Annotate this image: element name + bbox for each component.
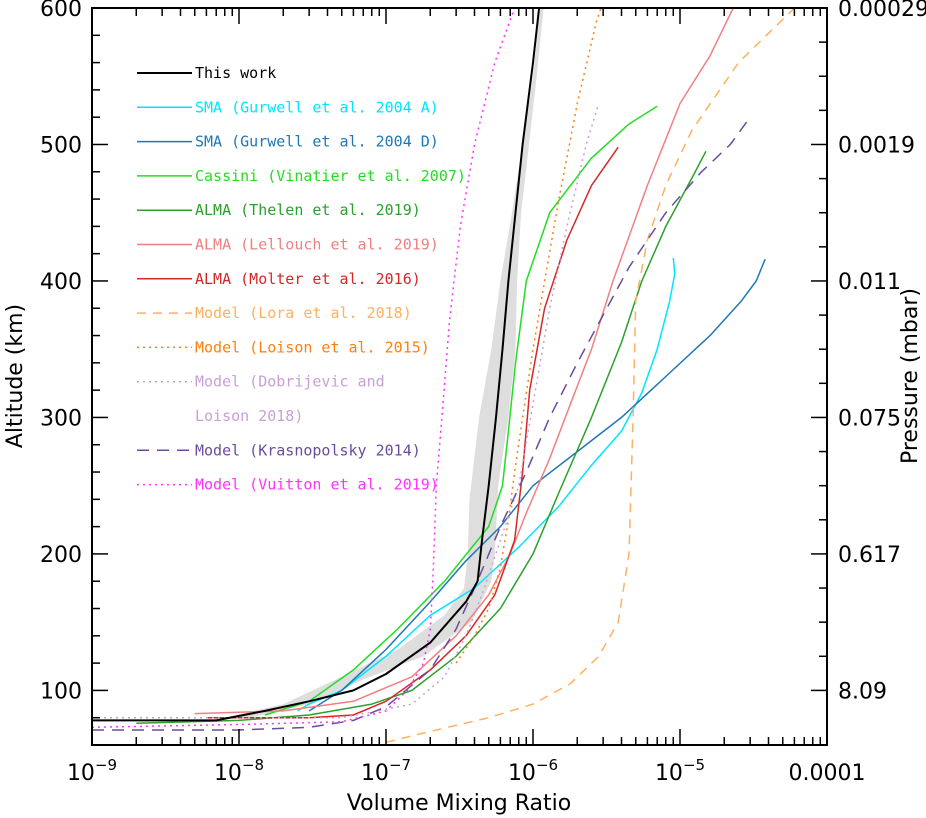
- y2-tick-label: 8.09: [838, 679, 887, 704]
- legend-label-0: This work: [195, 64, 276, 82]
- series-line-6: [206, 146, 619, 719]
- y-tick-label: 100: [40, 679, 82, 704]
- series-line-2: [308, 258, 766, 712]
- tick-layer: 10−9 10−8 10−7 10−6 10−5 0.0001 100 200 300 400 50…: [40, 0, 926, 786]
- x-tick-label: 10−5: [655, 756, 705, 786]
- y-tick-label: 600: [40, 0, 82, 22]
- x-axis-title: Volume Mixing Ratio: [347, 791, 571, 816]
- x-tick-label: 10−9: [67, 756, 117, 786]
- legend-label-4: ALMA (Thelen et al. 2019): [195, 201, 421, 219]
- series-line-5: [194, 8, 734, 715]
- y-tick-label: 400: [40, 270, 82, 295]
- legend-label-3: Cassini (Vinatier et al. 2007): [195, 167, 466, 185]
- series-line-4: [136, 150, 707, 724]
- legend-label-11: Model (Vuitton et al. 2019): [195, 476, 439, 494]
- series-line-8: [455, 8, 602, 664]
- y-tick-label: 300: [40, 406, 82, 431]
- legend-label-5: ALMA (Lellouch et al. 2019): [195, 236, 439, 254]
- series-line-7: [385, 8, 795, 744]
- series-line-3: [264, 105, 658, 716]
- y-tick-label: 500: [40, 133, 82, 158]
- plot-frame: [91, 7, 828, 746]
- legend-label-1: SMA (Gurwell et al. 2004 A): [195, 98, 439, 116]
- y2-tick-label: 0.0019: [838, 133, 915, 158]
- x-tick-label: 0.0001: [789, 761, 866, 786]
- x-tick-label: 10−6: [508, 756, 558, 786]
- series-layer: [92, 8, 795, 744]
- y-tick-label: 200: [40, 543, 82, 568]
- series-line-10: [92, 116, 751, 731]
- legend-label-8: Model (Loison et al. 2015): [195, 338, 430, 356]
- series-line-0: [92, 8, 541, 722]
- legend: This work SMA (Gurwell et al. 2004 A) SMA …: [137, 64, 466, 494]
- y2-tick-label: 0.00029: [838, 0, 926, 22]
- y2-tick-label: 0.011: [838, 270, 901, 295]
- legend-label-10: Model (Krasnopolsky 2014): [195, 441, 421, 459]
- series-line-1: [297, 257, 676, 712]
- legend-label-9: Loison 2018): [195, 407, 303, 425]
- y2-axis-title: Pressure (mbar): [898, 288, 923, 464]
- y-axis-title: Altitude (km): [3, 304, 28, 448]
- legend-label-6: ALMA (Molter et al. 2016): [195, 270, 421, 288]
- legend-label-9: Model (Dobrijevic and: [195, 373, 385, 391]
- series-line-11: [92, 8, 516, 729]
- y2-tick-label: 0.617: [838, 543, 901, 568]
- legend-label-2: SMA (Gurwell et al. 2004 D): [195, 133, 439, 151]
- x-tick-label: 10−8: [214, 756, 264, 786]
- legend-label-7: Model (Lora et al. 2018): [195, 304, 412, 322]
- y2-tick-label: 0.075: [838, 406, 901, 431]
- x-tick-label: 10−7: [361, 756, 411, 786]
